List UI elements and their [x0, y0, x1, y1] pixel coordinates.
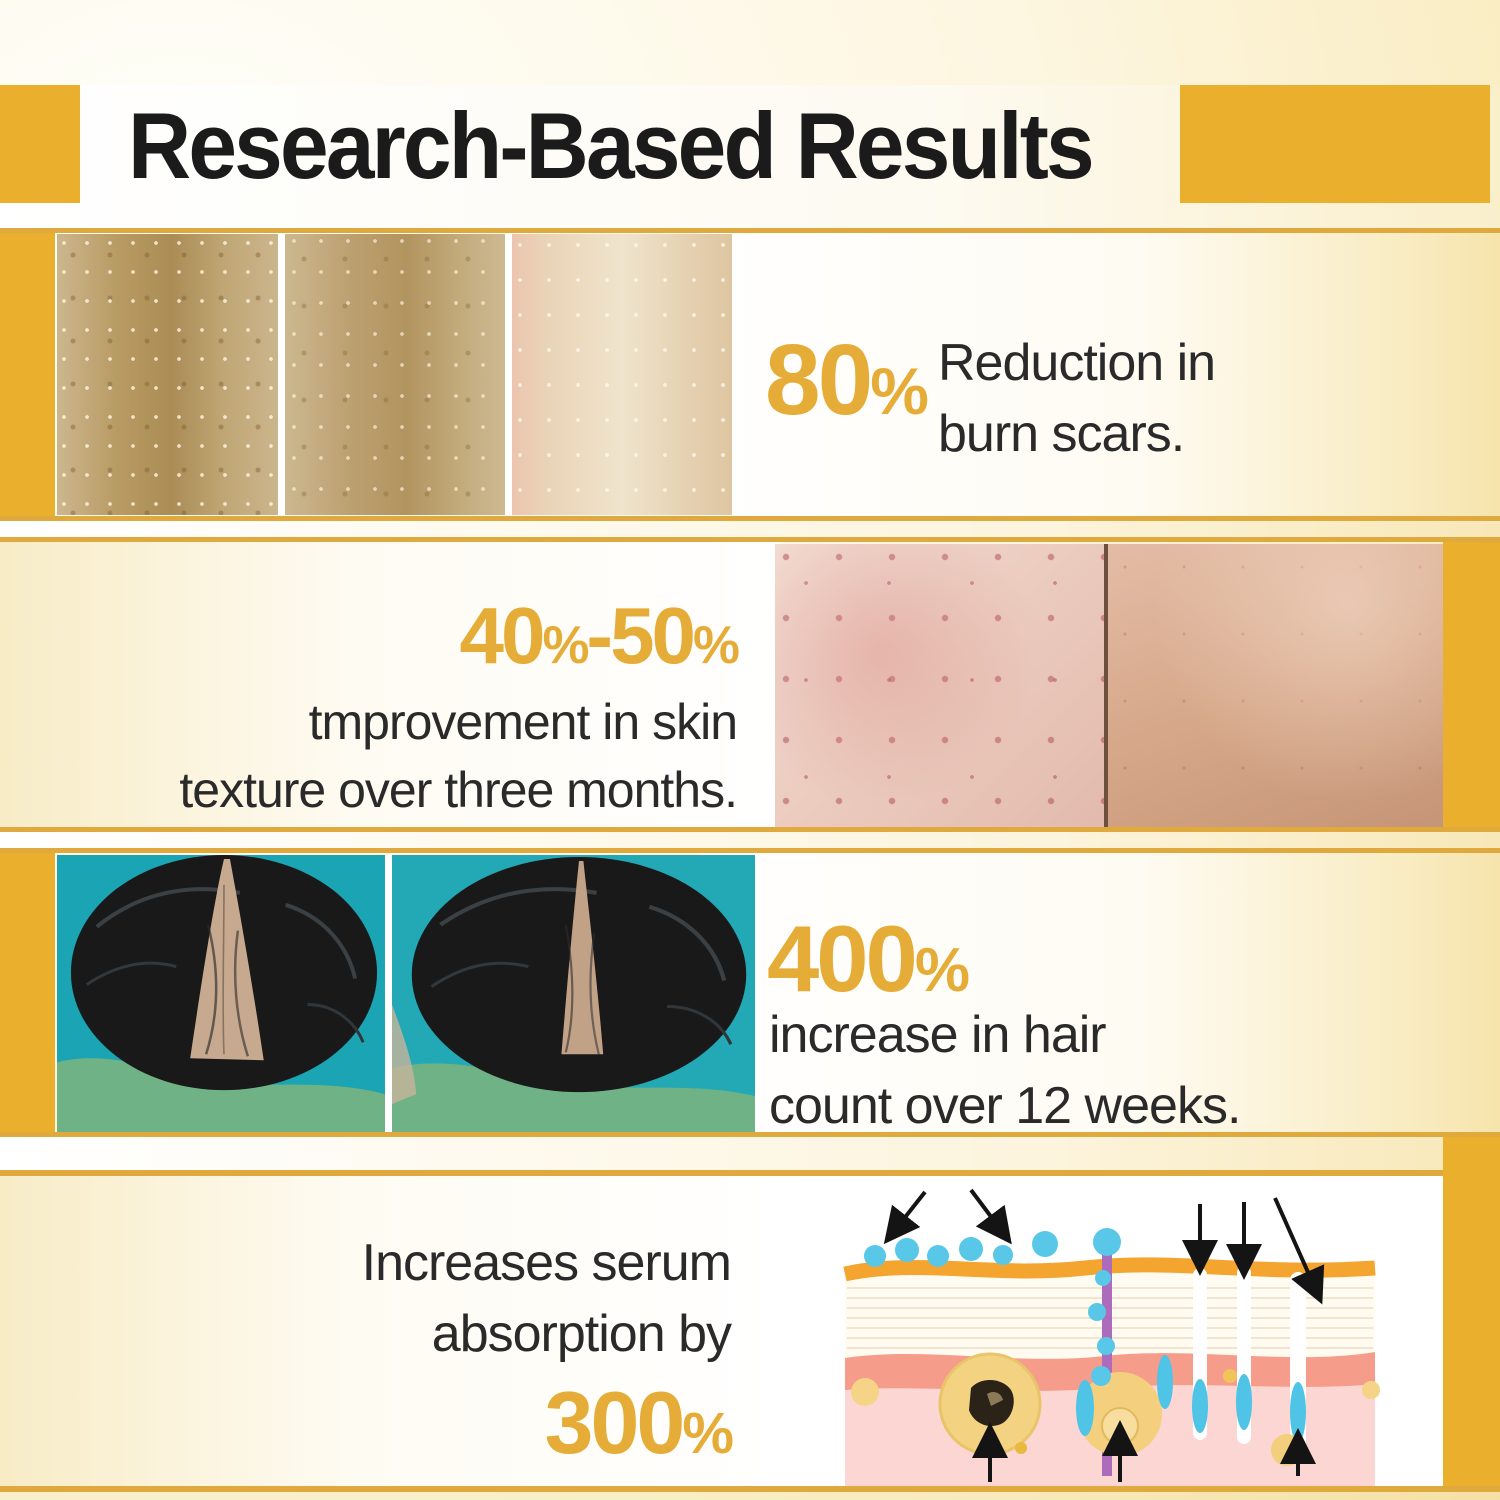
- separator-band: [0, 521, 1500, 537]
- divider-line: [0, 228, 1500, 233]
- divider-line: [0, 537, 1500, 542]
- row2-text-block: 40%-50% tmprovement in skin texture over…: [137, 591, 740, 824]
- stat-hair-count-desc: increase in hair count over 12 weeks.: [769, 1000, 1241, 1141]
- header-gold-square-left: [0, 85, 80, 203]
- clear-skin-after: [1108, 544, 1443, 827]
- desc-line: burn scars.: [938, 404, 1185, 463]
- stat-serum-absorption: 300%: [544, 1373, 734, 1473]
- desc-line: texture over three months.: [179, 762, 738, 818]
- separator-band: [0, 1137, 1500, 1170]
- stat-burn-scars-desc: Reduction in burn scars.: [938, 328, 1216, 469]
- stat-skin-texture-desc: tmprovement in skin texture over three m…: [137, 688, 738, 824]
- row3-gold-bar-left: [0, 853, 55, 1132]
- photo-divider: [1104, 544, 1108, 827]
- page-title: Research-Based Results: [128, 93, 1095, 198]
- acne-skin-before: [775, 544, 1104, 827]
- stat-hair-count: 400%: [767, 906, 970, 1011]
- burn-scar-skin-mid: [285, 234, 505, 515]
- skin-absorption-diagram: [843, 1188, 1380, 1486]
- divider-line: [0, 1486, 1500, 1492]
- desc-line: count over 12 weeks.: [769, 1076, 1241, 1135]
- row2-photo-strip: [775, 544, 1443, 827]
- row-serum-absorption: [0, 1176, 775, 1486]
- desc-line: Increases serum: [361, 1234, 732, 1292]
- row3-photo-strip: [57, 855, 755, 1132]
- stat-serum-desc: Increases serum absorption by: [131, 1228, 732, 1369]
- burn-scar-skin-before: [57, 234, 278, 515]
- skin-absorption-diagram-panel: [775, 1176, 1443, 1486]
- photo-divider: [278, 234, 285, 515]
- row4-text-block: Increases serum absorption by 300%: [131, 1228, 734, 1473]
- photo-divider: [505, 234, 512, 515]
- burn-scar-skin-after: [512, 234, 732, 515]
- row1-gold-bar-left: [0, 233, 55, 516]
- row-skin-texture: [0, 542, 780, 827]
- desc-line: tmprovement in skin: [308, 694, 738, 750]
- scalp-before: [57, 855, 385, 1132]
- row2-gold-bar-right: [1443, 542, 1500, 827]
- scalp-after: [392, 855, 755, 1132]
- stat-burn-scars: 80%: [765, 324, 929, 436]
- divider-line: [0, 1132, 1500, 1137]
- divider-line: [0, 516, 1500, 521]
- scalp-after-illustration: [392, 855, 755, 1132]
- header-gold-rect-right: [1180, 85, 1490, 203]
- row4-gold-bar-right: [1443, 1137, 1500, 1486]
- stat-skin-texture: 40%-50%: [459, 591, 740, 680]
- separator-band: [0, 832, 1500, 848]
- row-hair-count: [700, 853, 1500, 1132]
- divider-line: [0, 827, 1500, 832]
- divider-line: [0, 1170, 1500, 1176]
- desc-line: absorption by: [431, 1304, 732, 1363]
- desc-line: Reduction in: [938, 334, 1216, 392]
- divider-line: [0, 848, 1500, 853]
- scalp-before-illustration: [57, 855, 385, 1132]
- row-burn-scars: [700, 233, 1500, 516]
- photo-divider: [385, 855, 392, 1132]
- desc-line: increase in hair: [769, 1006, 1107, 1064]
- row1-photo-strip: [57, 234, 732, 515]
